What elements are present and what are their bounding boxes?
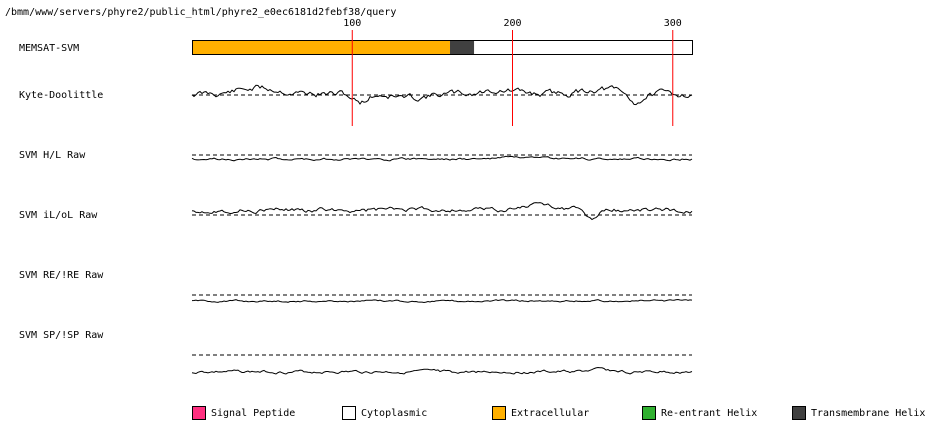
legend-swatch [192, 406, 206, 420]
legend-extracellular: Extracellular [492, 404, 589, 422]
tick-label: 300 [664, 18, 682, 29]
axis-ticks: 100 200 300 [343, 18, 682, 29]
tick-label: 200 [503, 18, 521, 29]
legend: Signal Peptide Cytoplasmic Extracellular… [0, 404, 950, 424]
track-label-svm-sp-isp: SVM SP/!SP Raw [19, 330, 104, 341]
memsat-segment [450, 40, 476, 55]
tick-label: 100 [343, 18, 361, 29]
memsat-bar [192, 40, 693, 55]
track-label-svm-hl: SVM H/L Raw [19, 150, 86, 161]
kd-trace [191, 84, 693, 106]
re-ire-trace [191, 298, 693, 304]
memsat-segment [474, 40, 692, 55]
legend-transmembrane-helix: Transmembrane Helix [792, 404, 925, 422]
track-label-memsat: MEMSAT-SVM [19, 43, 79, 54]
legend-swatch [792, 406, 806, 420]
legend-cytoplasmic: Cytoplasmic [342, 404, 427, 422]
legend-re-entrant-helix: Re-entrant Helix [642, 404, 757, 422]
il-ol-trace [191, 202, 693, 221]
legend-label: Transmembrane Helix [811, 407, 926, 419]
legend-swatch [342, 406, 356, 420]
track-label-svm-re-ire: SVM RE/!RE Raw [19, 270, 104, 281]
legend-signal-peptide: Signal Peptide [192, 404, 295, 422]
sp-isp-trace [191, 366, 693, 375]
hl-trace [191, 155, 693, 162]
legend-swatch [492, 406, 506, 420]
legend-swatch [642, 406, 656, 420]
legend-label: Extracellular [511, 407, 590, 419]
legend-label: Re-entrant Helix [661, 407, 758, 419]
legend-label: Cytoplasmic [361, 407, 428, 419]
position-markers [351, 30, 674, 126]
memsat-bar-outline [192, 40, 693, 55]
track-label-svm-il-ol: SVM iL/oL Raw [19, 210, 98, 221]
legend-label: Signal Peptide [211, 407, 296, 419]
track-label-kyte-doolittle: Kyte-Doolittle [19, 90, 103, 101]
query-path: /bmm/www/servers/phyre2/public_html/phyr… [5, 7, 396, 18]
memsat-plot: /bmm/www/servers/phyre2/public_html/phyr… [5, 7, 693, 375]
memsat-segment [192, 40, 452, 55]
